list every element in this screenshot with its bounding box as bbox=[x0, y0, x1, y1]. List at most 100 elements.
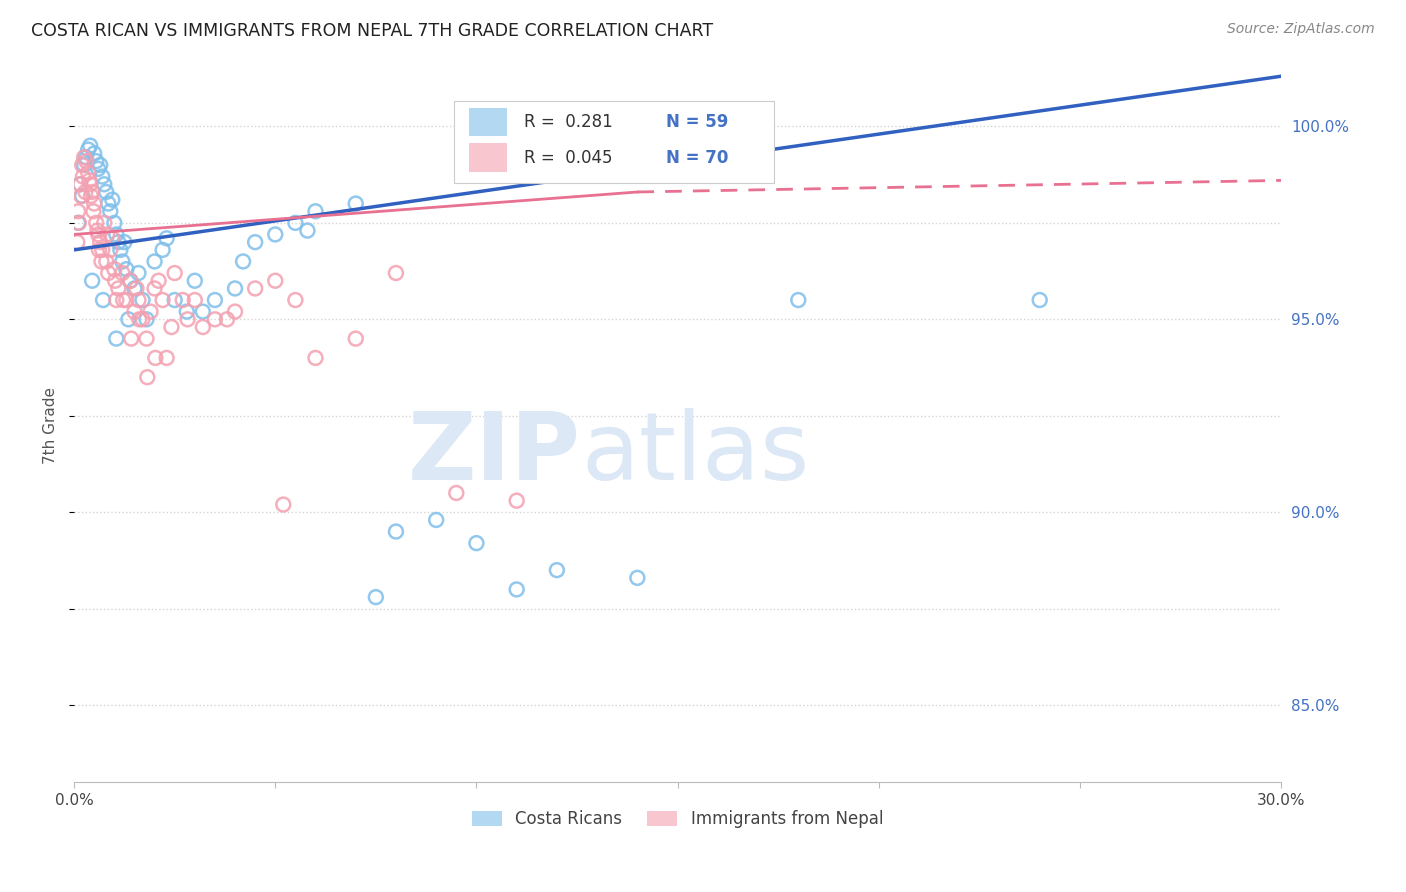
Point bbox=[297, 223, 319, 237]
Point bbox=[127, 266, 149, 280]
Point bbox=[73, 150, 96, 164]
Point bbox=[156, 231, 179, 245]
Point bbox=[191, 320, 214, 334]
Point bbox=[135, 332, 157, 346]
Point bbox=[96, 185, 118, 199]
Point bbox=[69, 178, 91, 192]
Point bbox=[505, 582, 527, 597]
Point bbox=[152, 243, 174, 257]
Point bbox=[264, 274, 287, 288]
Point bbox=[148, 274, 170, 288]
Point bbox=[82, 274, 104, 288]
Point bbox=[127, 293, 149, 307]
Point bbox=[80, 189, 103, 203]
Point bbox=[98, 243, 121, 257]
Point bbox=[91, 293, 114, 307]
Point bbox=[105, 227, 128, 242]
Point bbox=[69, 178, 91, 192]
Point bbox=[124, 281, 146, 295]
Point bbox=[77, 143, 100, 157]
Text: R =  0.045: R = 0.045 bbox=[524, 149, 613, 167]
Point bbox=[84, 154, 107, 169]
Point bbox=[131, 312, 153, 326]
Point bbox=[75, 154, 97, 169]
Point bbox=[96, 254, 118, 268]
Point bbox=[98, 204, 121, 219]
Point bbox=[344, 196, 367, 211]
Point bbox=[90, 254, 112, 268]
Point bbox=[103, 216, 125, 230]
Point bbox=[89, 158, 111, 172]
Point bbox=[204, 312, 226, 326]
Point bbox=[304, 351, 326, 365]
Point bbox=[97, 266, 120, 280]
Point bbox=[67, 204, 90, 219]
Point bbox=[163, 293, 186, 307]
Point bbox=[143, 281, 166, 295]
Point bbox=[707, 127, 730, 141]
Point bbox=[115, 293, 138, 307]
Point bbox=[176, 312, 198, 326]
Point bbox=[89, 235, 111, 249]
Point bbox=[91, 243, 114, 257]
Point bbox=[103, 262, 125, 277]
Point bbox=[77, 166, 100, 180]
Point bbox=[271, 498, 294, 512]
Point bbox=[124, 304, 146, 318]
Point bbox=[626, 571, 648, 585]
Point bbox=[86, 223, 108, 237]
Point bbox=[136, 370, 159, 384]
Point bbox=[304, 204, 326, 219]
Point bbox=[156, 351, 179, 365]
Point bbox=[72, 169, 94, 184]
Point bbox=[101, 193, 124, 207]
Y-axis label: 7th Grade: 7th Grade bbox=[44, 387, 58, 464]
Point bbox=[215, 312, 238, 326]
Point bbox=[364, 590, 387, 604]
Point bbox=[93, 178, 115, 192]
Text: Source: ZipAtlas.com: Source: ZipAtlas.com bbox=[1227, 22, 1375, 37]
Point bbox=[105, 332, 128, 346]
Point bbox=[264, 227, 287, 242]
Point bbox=[385, 524, 408, 539]
Point bbox=[97, 196, 120, 211]
Point bbox=[172, 293, 194, 307]
Text: R =  0.281: R = 0.281 bbox=[524, 113, 613, 131]
Point bbox=[67, 216, 90, 230]
Point bbox=[104, 274, 127, 288]
Point bbox=[120, 332, 142, 346]
Point bbox=[87, 161, 110, 176]
Point bbox=[87, 243, 110, 257]
Point bbox=[91, 169, 114, 184]
Point bbox=[66, 235, 89, 249]
Point bbox=[224, 281, 246, 295]
Text: ZIP: ZIP bbox=[408, 408, 581, 500]
Point bbox=[75, 185, 97, 199]
Legend: Costa Ricans, Immigrants from Nepal: Costa Ricans, Immigrants from Nepal bbox=[465, 804, 890, 835]
Text: COSTA RICAN VS IMMIGRANTS FROM NEPAL 7TH GRADE CORRELATION CHART: COSTA RICAN VS IMMIGRANTS FROM NEPAL 7TH… bbox=[31, 22, 713, 40]
FancyBboxPatch shape bbox=[468, 108, 508, 136]
Point bbox=[101, 231, 124, 245]
Point bbox=[152, 293, 174, 307]
Point bbox=[176, 304, 198, 318]
Point bbox=[120, 274, 142, 288]
Point bbox=[96, 227, 118, 242]
Point bbox=[546, 563, 568, 577]
Point bbox=[184, 293, 207, 307]
Point bbox=[243, 281, 266, 295]
Point bbox=[111, 266, 134, 280]
Point bbox=[505, 493, 527, 508]
Point bbox=[105, 293, 128, 307]
Point bbox=[112, 235, 135, 249]
Point bbox=[117, 312, 139, 326]
Point bbox=[184, 274, 207, 288]
Point bbox=[446, 486, 468, 500]
Point bbox=[135, 312, 157, 326]
Text: N = 59: N = 59 bbox=[665, 113, 728, 131]
Point bbox=[70, 158, 93, 172]
Point bbox=[120, 274, 142, 288]
Text: atlas: atlas bbox=[581, 408, 810, 500]
Point bbox=[204, 293, 226, 307]
Point bbox=[131, 293, 153, 307]
Point bbox=[139, 304, 162, 318]
